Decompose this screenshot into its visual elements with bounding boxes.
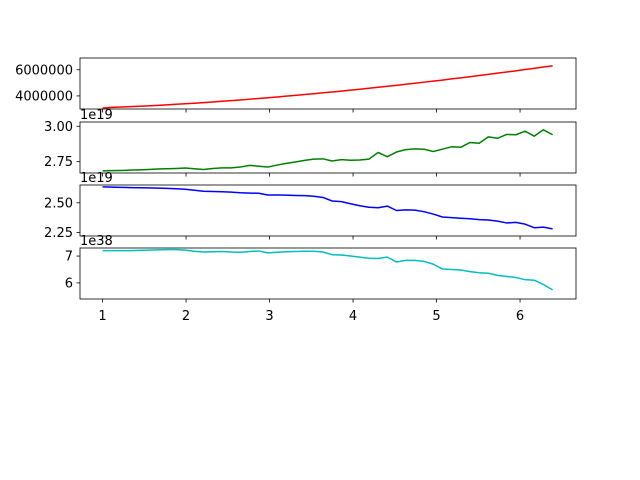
x-tick-label: 6 bbox=[516, 309, 524, 324]
series-line bbox=[102, 248, 553, 291]
y-tick-label: 6000000 bbox=[15, 63, 73, 78]
y-tick-label: 2.75 bbox=[44, 155, 73, 170]
subplot-1: 4000000 6000000 bbox=[15, 57, 577, 113]
subplot-panels: 4000000 6000000 2.75 3.00 1e19 2.25 2.50 1e19 6 7… bbox=[15, 57, 577, 324]
subplot-3: 2.25 2.50 1e19 bbox=[44, 171, 577, 241]
x-tick-label: 1 bbox=[98, 309, 106, 324]
x-tick-label: 2 bbox=[182, 309, 190, 324]
series-line bbox=[102, 65, 553, 109]
series-line bbox=[102, 129, 553, 172]
subplot-2: 2.75 3.00 1e19 bbox=[44, 108, 577, 177]
y-tick-label: 7 bbox=[65, 250, 73, 265]
y-offset-label: 1e19 bbox=[80, 171, 113, 186]
axes-frame bbox=[79, 57, 577, 110]
axes-frame bbox=[79, 247, 577, 300]
y-tick-label: 2.25 bbox=[44, 226, 73, 241]
y-tick-label: 4000000 bbox=[15, 89, 73, 104]
y-tick-label: 6 bbox=[65, 276, 73, 291]
axes-frame bbox=[79, 184, 577, 237]
y-tick-label: 3.00 bbox=[44, 120, 73, 135]
subplot-4: 6 7 1e38 1 2 3 4 5 6 bbox=[65, 234, 577, 324]
y-tick-label: 2.50 bbox=[44, 196, 73, 211]
x-tick-label: 4 bbox=[349, 309, 357, 324]
axes-frame bbox=[79, 121, 577, 174]
series-line bbox=[102, 186, 553, 230]
x-tick-label: 5 bbox=[432, 309, 440, 324]
y-offset-label: 1e19 bbox=[80, 108, 113, 123]
y-offset-label: 1e38 bbox=[80, 234, 113, 249]
x-tick-label: 3 bbox=[265, 309, 273, 324]
